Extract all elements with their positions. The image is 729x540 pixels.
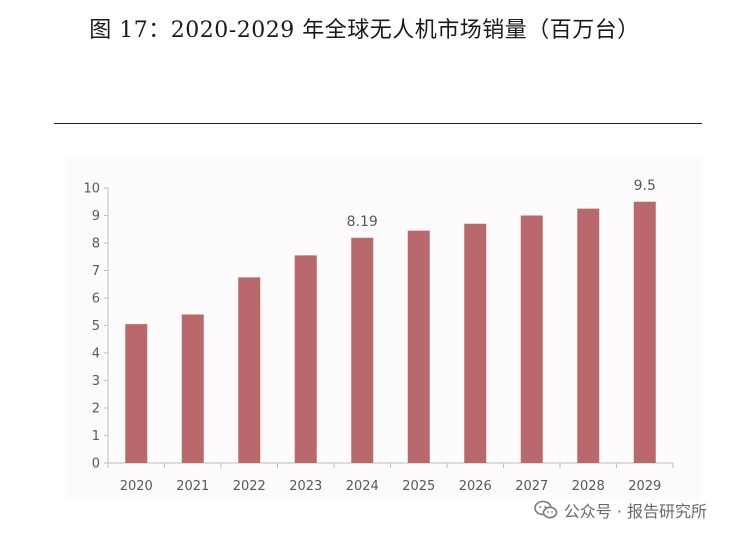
- y-tick-label: 10: [83, 182, 100, 197]
- x-tick-label: 2020: [120, 479, 153, 494]
- y-tick-label: 7: [92, 264, 100, 279]
- bar: [125, 324, 148, 463]
- x-tick-label: 2026: [459, 479, 492, 494]
- title-divider: [54, 123, 702, 124]
- page-title: 图 17：2020-2029 年全球无人机市场销量（百万台）: [89, 18, 640, 43]
- y-tick-label: 1: [92, 429, 100, 444]
- data-label: 9.5: [634, 178, 656, 194]
- bar: [294, 255, 317, 463]
- bar: [520, 215, 543, 463]
- bar: [633, 201, 656, 463]
- wechat-icon: [533, 500, 558, 519]
- bar: [181, 314, 204, 463]
- x-tick-label: 2023: [289, 479, 322, 494]
- watermark-text: 公众号 · 报告研究所: [563, 502, 707, 521]
- bar: [464, 223, 487, 463]
- y-tick-label: 2: [92, 402, 100, 417]
- y-tick-label: 5: [92, 319, 100, 334]
- x-tick-label: 2028: [572, 479, 605, 494]
- y-tick-label: 0: [92, 457, 100, 472]
- y-tick-label: 9: [92, 209, 100, 224]
- watermark: 公众号 · 报告研究所: [533, 498, 707, 522]
- x-tick-label: 2027: [515, 479, 548, 494]
- y-tick-label: 8: [92, 237, 100, 252]
- data-label: 8.19: [347, 214, 378, 230]
- y-tick-label: 6: [92, 292, 100, 307]
- bar: [577, 208, 600, 463]
- bar: [407, 230, 430, 463]
- bar: [351, 237, 374, 463]
- y-tick-label: 3: [92, 374, 100, 389]
- x-tick-label: 2024: [346, 479, 379, 494]
- bar: [238, 277, 261, 463]
- x-tick-label: 2029: [628, 479, 661, 494]
- x-tick-label: 2021: [176, 479, 209, 494]
- x-tick-label: 2022: [233, 479, 266, 494]
- x-tick-label: 2025: [402, 479, 435, 494]
- y-tick-label: 4: [92, 347, 100, 362]
